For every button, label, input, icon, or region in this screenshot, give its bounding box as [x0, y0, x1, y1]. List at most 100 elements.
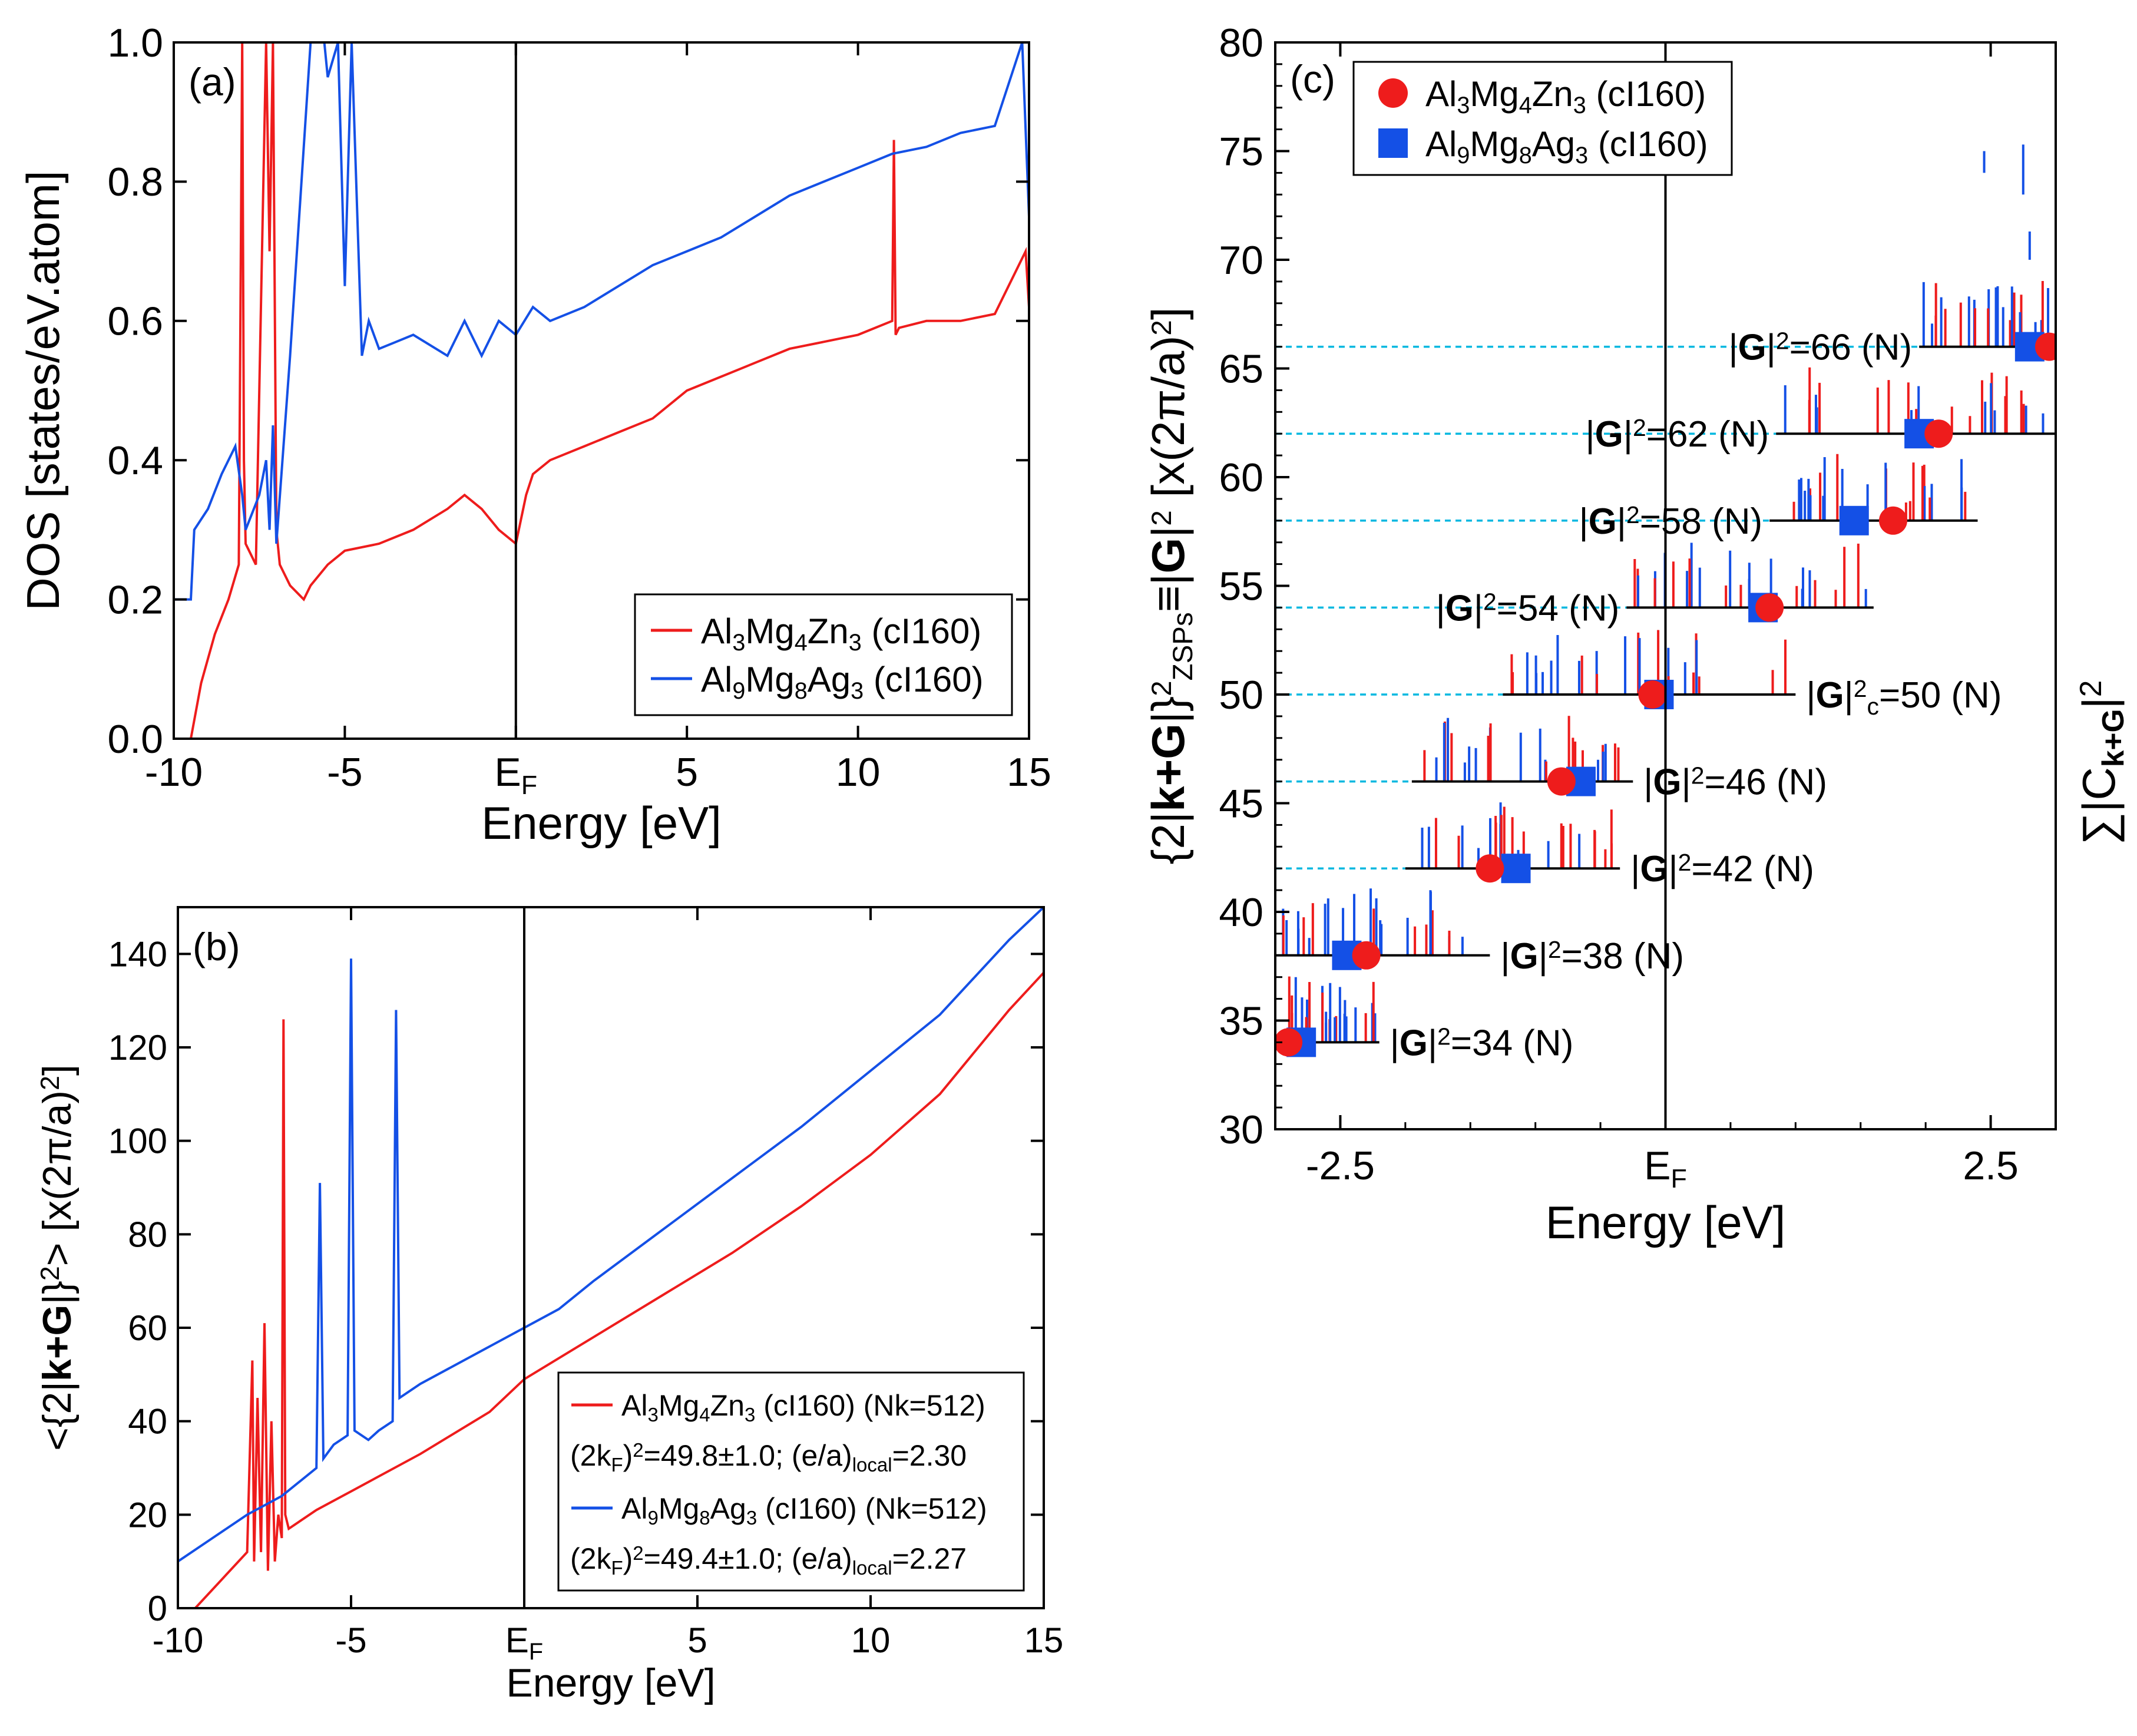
y-tick-label: 120: [108, 1028, 167, 1067]
red-circle-marker: [1547, 767, 1576, 796]
level-38: [1275, 888, 1490, 970]
text-part: G: [1653, 762, 1681, 803]
plot-frame: [173, 41, 1030, 740]
text-part: =50 (N): [1879, 675, 2002, 716]
text-part: Mg: [745, 611, 794, 651]
text-part: |: [1617, 501, 1626, 542]
text-part: 8: [699, 1507, 710, 1529]
text-part: =49.4±1.0; (e/a): [644, 1542, 852, 1575]
text-part: Zn: [808, 611, 849, 651]
red-circle-marker: [2035, 332, 2056, 361]
text-part: 2: [1776, 327, 1789, 354]
level-label: |G|2=62 (N): [1586, 414, 1769, 455]
text-part: (cI160) (Nk=512): [757, 1492, 987, 1525]
panel-c-zsp-chart: |G|2=34 (N)|G|2=38 (N)|G|2=42 (N)|G|2=46…: [1142, 21, 2130, 1248]
x-tick-label: 5: [676, 750, 698, 795]
level-50: [1275, 630, 1796, 709]
text-part: Mg: [659, 1389, 699, 1422]
y-tick-label: 75: [1219, 130, 1263, 174]
text-part: 3: [1575, 143, 1588, 168]
y-tick-label: 140: [108, 934, 167, 974]
text-part: Mg: [745, 660, 794, 699]
text-part: 3: [849, 630, 862, 656]
text-part: =58 (N): [1640, 501, 1762, 542]
text-part: 4: [795, 630, 808, 656]
series-line-blue: [174, 42, 1029, 601]
text-part: Zn: [1532, 74, 1573, 114]
red-circle-marker: [1352, 941, 1381, 970]
text-part: E: [505, 1621, 529, 1660]
text-part: |: [1539, 936, 1548, 977]
text-part: Al: [621, 1492, 647, 1525]
text-part: 4: [1519, 92, 1532, 118]
text-part: ZSPs: [1167, 612, 1199, 680]
text-part: G: [1142, 538, 1194, 574]
text-part: =42 (N): [1691, 849, 1814, 890]
text-part: G: [1738, 328, 1767, 368]
level-42: [1275, 802, 1620, 884]
x-tick-label: 10: [836, 750, 881, 795]
level-label: |G|2=58 (N): [1579, 501, 1762, 541]
x-tick-label: EF: [505, 1621, 543, 1665]
y-tick-label: 0.6: [107, 299, 163, 344]
text-part: 2: [1691, 762, 1705, 789]
panel-label: (b): [193, 925, 240, 968]
text-part: 2: [35, 1076, 65, 1090]
y-tick-label: 0: [148, 1589, 167, 1628]
legend: Al3Mg4Zn3 (cI160)Al9Mg8Ag3 (cI160): [634, 593, 1013, 716]
level-label: |G|2=54 (N): [1436, 588, 1620, 629]
legend: Al3Mg4Zn3 (cI160) (Nk=512) (2kF)2=49.8±1.…: [557, 1371, 1025, 1592]
level-46: [1275, 716, 1633, 796]
text-part: 3: [851, 678, 864, 704]
red-circle-marker: [1878, 506, 1907, 535]
text-part: |: [1767, 328, 1776, 368]
text-part: |: [1500, 936, 1510, 977]
text-part: Ag: [808, 660, 851, 699]
level-label: |G|2c=50 (N): [1806, 675, 2002, 720]
text-part: 2: [1146, 320, 1177, 335]
red-circle-marker: [1924, 419, 1953, 448]
red-circle-marker: [1476, 854, 1504, 883]
text-part: 2: [633, 1542, 643, 1564]
text-part: =46 (N): [1705, 762, 1827, 803]
text-part: |: [1586, 414, 1595, 455]
x-tick-label: EF: [494, 750, 537, 800]
text-part: Al: [701, 611, 732, 651]
legend-entry: Al3Mg4Zn3 (cI160) (Nk=512): [621, 1389, 985, 1426]
red-circle-marker: [1638, 680, 1667, 709]
text-part: 3: [746, 1507, 757, 1529]
text-part: |: [1643, 762, 1653, 803]
text-part: Mg: [659, 1492, 699, 1525]
text-part: 3: [1457, 92, 1470, 118]
y-axis-title: {2|k+G|}2ZSPs≡|G|2 [x(2π/a)2]: [1142, 307, 1199, 864]
text-part: 2: [1146, 680, 1177, 696]
text-part: Al: [1425, 124, 1457, 164]
legend-annotation: (2kF)2=49.4±1.0; (e/a)local=2.27: [570, 1542, 967, 1579]
text-part: 9: [647, 1507, 658, 1529]
text-part: 4: [699, 1404, 710, 1426]
text-part: (2k: [570, 1439, 611, 1472]
y-axis-title: DOS [states/eV.atom]: [17, 170, 69, 610]
y-tick-label: 70: [1219, 238, 1263, 283]
text-part: (cI160): [1588, 124, 1708, 164]
y-tick-label: 30: [1219, 1107, 1263, 1152]
y-tick-label: 35: [1219, 999, 1263, 1044]
legend-annotation: (2kF)2=49.8±1.0; (e/a)local=2.30: [570, 1439, 967, 1476]
text-part: {2|: [1142, 812, 1194, 865]
text-part: 9: [1457, 143, 1470, 168]
y-tick-label: 60: [1219, 455, 1263, 500]
y-tick-label: 80: [128, 1215, 167, 1254]
text-part: G: [1815, 675, 1844, 716]
text-part: |}: [1142, 696, 1194, 723]
text-part: =38 (N): [1562, 936, 1684, 977]
text-part: |}: [35, 1281, 80, 1304]
level-label: |G|2=38 (N): [1500, 935, 1684, 976]
plot-area: [1275, 144, 2056, 1057]
text-part: local: [852, 1454, 892, 1476]
panel-label: (a): [188, 60, 236, 104]
text-part: > [x(2π/a): [35, 1090, 80, 1266]
legend-entry: Al3Mg4Zn3 (cI160): [1425, 74, 1706, 118]
legend-box: [1352, 61, 1733, 176]
x-tick-label: -2.5: [1306, 1143, 1375, 1188]
level-label: |G|2=66 (N): [1728, 327, 1912, 368]
